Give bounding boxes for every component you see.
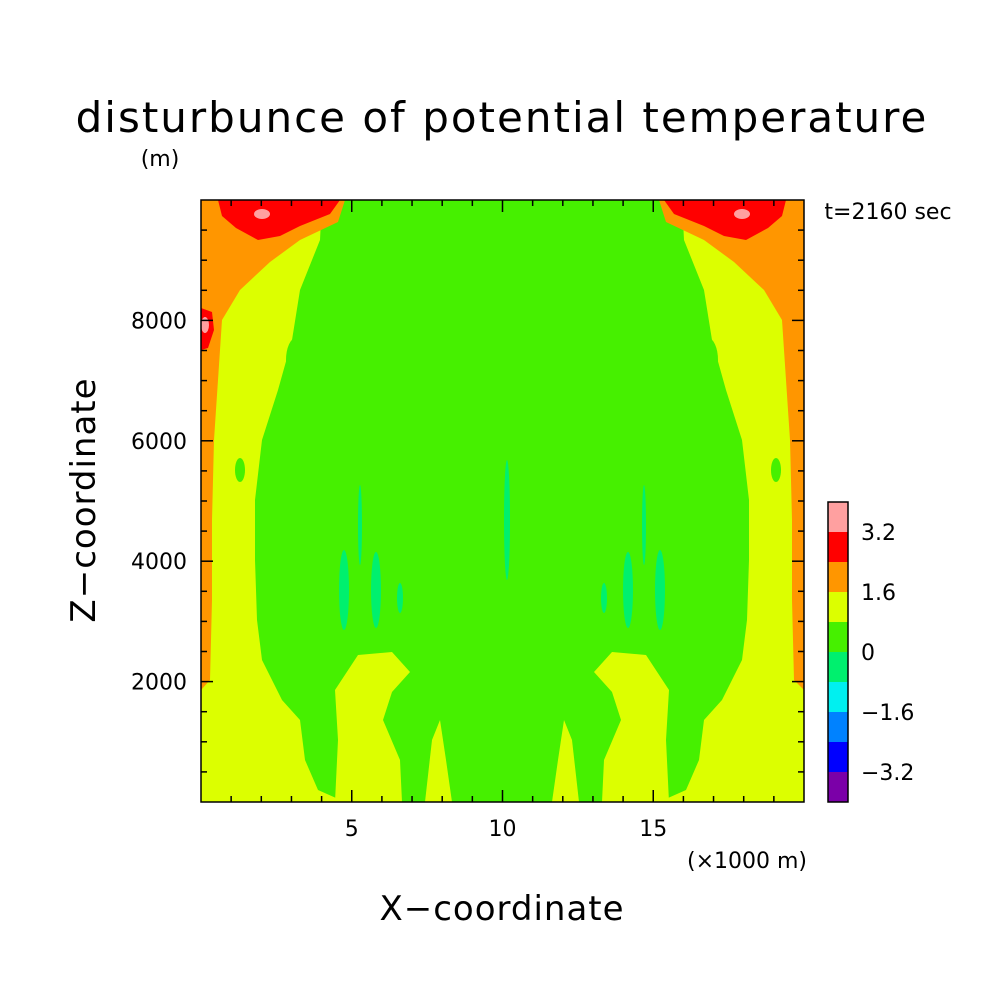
right-green-blob [771, 458, 781, 482]
colorbar-label: 3.2 [861, 521, 896, 546]
colorbar-swatch [828, 742, 848, 772]
y-tick-label: 6000 [131, 430, 187, 455]
colorbar-swatch [828, 772, 848, 802]
right-cool-streak-4 [601, 583, 607, 613]
right-orange-zone [659, 200, 804, 690]
y-axis-label: Z−coordinate [64, 377, 104, 622]
colorbar-swatch [828, 652, 848, 682]
left-lower-plume [335, 652, 410, 802]
right-cool-streak-1 [655, 550, 665, 630]
left-warm-zone [201, 200, 345, 802]
colorbar-label: 0 [861, 641, 875, 666]
right-red-zone [664, 200, 786, 240]
right-cool-streak-2 [642, 485, 646, 565]
y-tick-label: 4000 [131, 550, 187, 575]
x-tick-label: 15 [639, 817, 667, 842]
left-peak-spot [254, 209, 270, 219]
field-background [201, 200, 804, 802]
colorbar-swatch [828, 682, 848, 712]
left-green-blob [235, 458, 245, 482]
colorbar-swatch [828, 712, 848, 742]
colorbar-label: −1.6 [861, 701, 914, 726]
right-peak-spot [734, 209, 750, 219]
colorbar-swatch [828, 532, 848, 562]
colorbar-label: 1.6 [861, 581, 896, 606]
right-cool-streak-3 [623, 552, 633, 628]
y-tick-label: 2000 [131, 671, 187, 696]
x-tick-label: 10 [489, 817, 517, 842]
x-axis-label: X−coordinate [379, 889, 624, 929]
x-tick-label: 5 [345, 817, 359, 842]
y-unit-label: (m) [141, 147, 180, 172]
left-cool-streak-1 [339, 550, 349, 630]
colorbar-frame [827, 501, 849, 803]
left-cool-streak-2 [358, 485, 362, 565]
center-cool-streak [504, 460, 510, 580]
left-orange-zone [201, 200, 345, 690]
colorbar-swatch [828, 502, 848, 532]
left-red-zone [218, 200, 340, 240]
left-cool-streak-4 [397, 583, 403, 613]
left-edge-peak-spot [201, 317, 209, 333]
chart-title: disturbunce of potential temperature [76, 93, 929, 142]
colorbar-swatch [828, 562, 848, 592]
right-lower-streak [552, 720, 579, 802]
left-upper-green-blob [286, 338, 306, 382]
y-tick-label: 8000 [131, 309, 187, 334]
x-unit-note: (×1000 m) [687, 849, 807, 874]
colorbar-swatch [828, 592, 848, 622]
colorbar: 3.2 1.6 0 −1.6 −3.2 [827, 501, 914, 803]
time-label: t=2160 sec [824, 200, 951, 225]
colorbar-label: −3.2 [861, 761, 914, 786]
right-upper-green-blob [698, 338, 718, 382]
left-cool-streak-3 [371, 552, 381, 628]
left-lower-streak [425, 720, 452, 802]
right-warm-zone [659, 200, 804, 802]
colorbar-swatch [828, 622, 848, 652]
contour-field [201, 200, 804, 802]
axes: 5 10 15 2000 4000 6000 8000 [131, 200, 804, 842]
right-lower-plume [594, 652, 669, 802]
